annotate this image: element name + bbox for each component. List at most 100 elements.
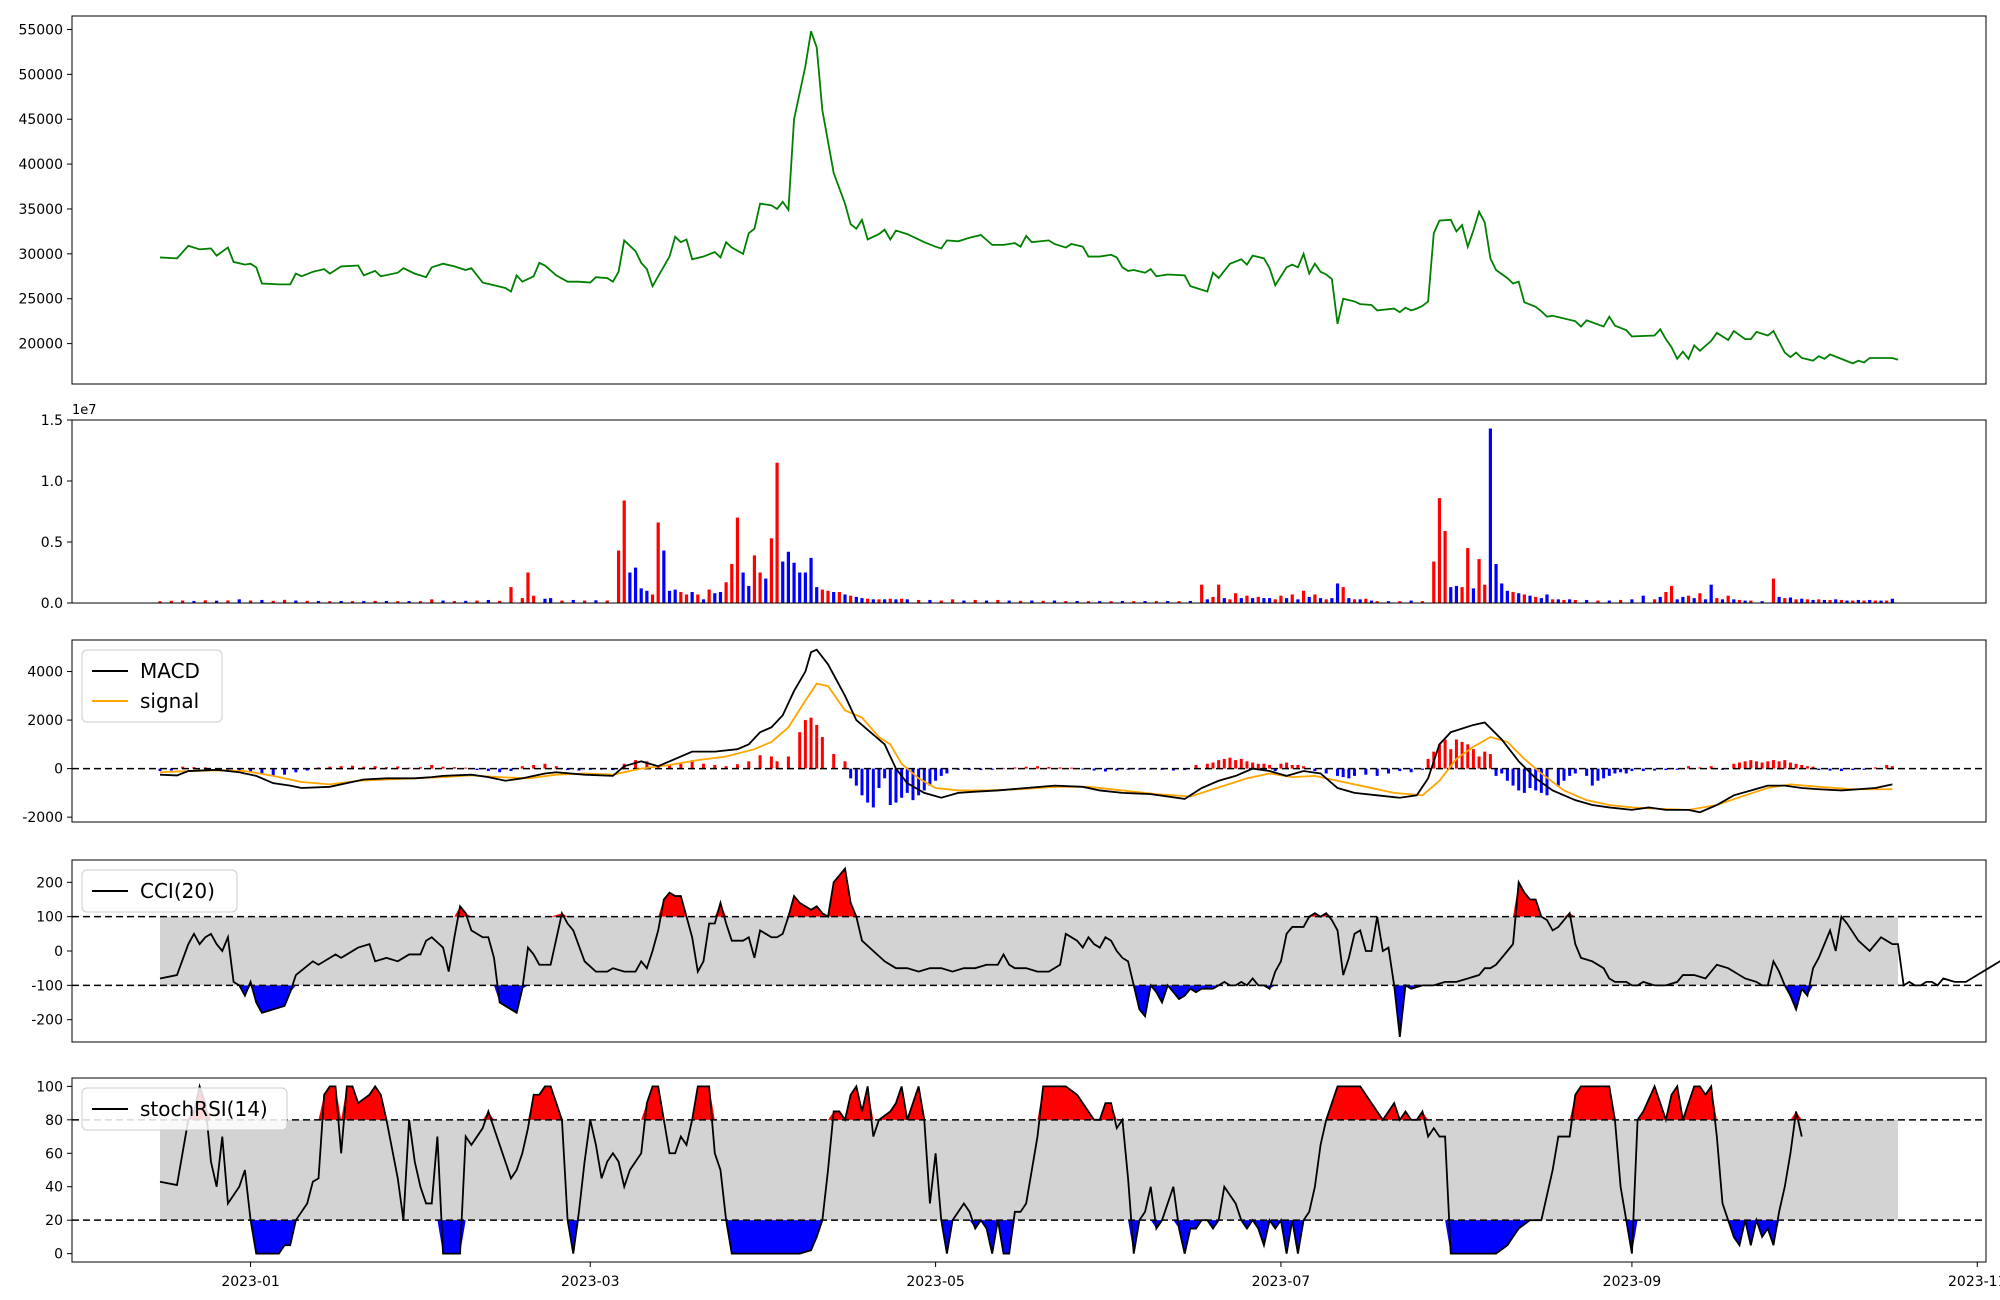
volume-bar — [373, 600, 377, 603]
macd-histogram-bar — [883, 768, 887, 779]
macd-histogram-bar — [1556, 768, 1560, 786]
volume-bar — [1562, 599, 1566, 603]
legend-box — [81, 649, 223, 723]
macd-histogram-bar — [407, 767, 411, 769]
volume-bar — [1703, 599, 1708, 603]
volume-bar — [1251, 598, 1255, 603]
macd-histogram-bar — [945, 768, 949, 774]
macd-histogram-bar — [271, 768, 275, 776]
stochrsi-oversold-fill — [160, 1220, 1802, 1254]
legend-box — [81, 1087, 288, 1131]
volume-bar — [1856, 599, 1860, 603]
volume-bar — [215, 600, 219, 603]
volume-bar — [832, 592, 836, 603]
volume-bar — [1318, 598, 1323, 603]
macd-histogram-bar — [1386, 768, 1390, 774]
macd-histogram-bar — [1228, 757, 1232, 769]
stochrsi-legend: stochRSI(14) — [81, 1087, 288, 1131]
macd-histogram-bar — [1890, 766, 1894, 769]
cci-legend: CCI(20) — [81, 869, 238, 913]
volume-bar — [1222, 598, 1226, 603]
volume-bar — [1386, 601, 1391, 603]
macd-histogram-bar — [1619, 768, 1623, 773]
macd-histogram-bar — [1794, 763, 1798, 769]
volume-bar — [316, 601, 321, 603]
macd-histogram-bar — [1341, 768, 1345, 778]
macd-histogram-bar — [1873, 767, 1877, 769]
macd-histogram-bar — [690, 760, 694, 769]
macd-histogram-bar — [1539, 768, 1543, 793]
volume-bar — [1409, 600, 1413, 603]
volume-bar — [1488, 428, 1492, 603]
macd-histogram-bar — [866, 768, 870, 803]
macd-histogram-bar — [668, 764, 672, 769]
macd-histogram-bar — [1885, 764, 1889, 769]
macd-histogram-bar — [1471, 749, 1475, 769]
volume-bar — [226, 600, 230, 603]
macd-histogram-bar — [854, 768, 858, 786]
macd-histogram-bar — [1851, 768, 1855, 771]
macd-histogram-bar — [1353, 768, 1357, 776]
macd-histogram-bar — [1494, 768, 1498, 776]
macd-histogram-bar — [911, 768, 915, 801]
macd-histogram-bar — [877, 768, 881, 789]
volume-bar — [1109, 601, 1113, 603]
volume-bar — [203, 600, 207, 603]
macd-histogram-bar — [1783, 760, 1787, 769]
volume-bar — [1743, 600, 1747, 603]
volume-bar — [1664, 592, 1668, 603]
cci-ytick-label: 200 — [36, 875, 63, 891]
macd-histogram-bar — [237, 768, 241, 772]
volume-bar — [1064, 601, 1068, 603]
macd-histogram-bar — [520, 766, 524, 769]
volume-bar — [1018, 600, 1023, 603]
cci-ytick-label: -200 — [31, 1013, 63, 1029]
macd-histogram-bar — [362, 766, 366, 769]
volume-bar — [1556, 599, 1560, 603]
volume-bar — [962, 600, 966, 603]
volume-bar — [571, 599, 575, 603]
volume-bar — [854, 596, 858, 603]
volume-bar — [662, 550, 666, 603]
volume-bar — [1873, 600, 1877, 603]
macd-histogram-bar — [350, 765, 354, 769]
cci-oversold-fill — [160, 985, 2000, 1037]
volume-bar — [1851, 600, 1855, 603]
macd-histogram-bar — [679, 763, 683, 769]
volume-bar — [1862, 600, 1866, 603]
volume-bar — [679, 592, 683, 603]
volume-bar — [826, 590, 830, 603]
price-axes-frame — [71, 15, 1987, 385]
macd-histogram-bar — [1505, 768, 1509, 781]
volume-bar — [1607, 600, 1611, 603]
volume-bar — [628, 572, 632, 603]
macd-ytick-label: -2000 — [22, 810, 63, 826]
legend-entry-signal: signal — [140, 689, 199, 713]
macd-histogram-bar — [554, 766, 558, 769]
volume-bar — [633, 567, 638, 603]
macd-histogram-bar — [1398, 768, 1402, 772]
volume-bar — [1794, 599, 1798, 603]
volume-bar — [1228, 599, 1232, 603]
macd-histogram-bar — [305, 768, 309, 771]
cci-band-fill — [160, 916, 1898, 986]
volume-bar — [1568, 599, 1572, 603]
volume-bar — [282, 599, 287, 603]
volume-bar — [1811, 599, 1815, 603]
volume-bar — [260, 599, 264, 603]
macd-histogram-bar — [1766, 761, 1770, 769]
macd-histogram-bar — [894, 768, 898, 803]
stochrsi-ytick-label: 80 — [45, 1113, 63, 1129]
macd-histogram-bar — [939, 768, 943, 776]
macd-histogram-bar — [1426, 758, 1430, 769]
volume-bar — [1692, 598, 1696, 603]
macd-histogram-bar — [1743, 761, 1747, 769]
macd-histogram-bar — [775, 761, 779, 769]
macd-histogram-bar — [1466, 744, 1470, 769]
volume-bar — [1398, 601, 1402, 603]
macd-histogram-bar — [1205, 763, 1209, 769]
macd-histogram-bar — [1290, 764, 1294, 769]
volume-bar — [1443, 531, 1447, 603]
volume-bar — [764, 578, 768, 603]
macd-histogram-bar — [1336, 768, 1340, 776]
